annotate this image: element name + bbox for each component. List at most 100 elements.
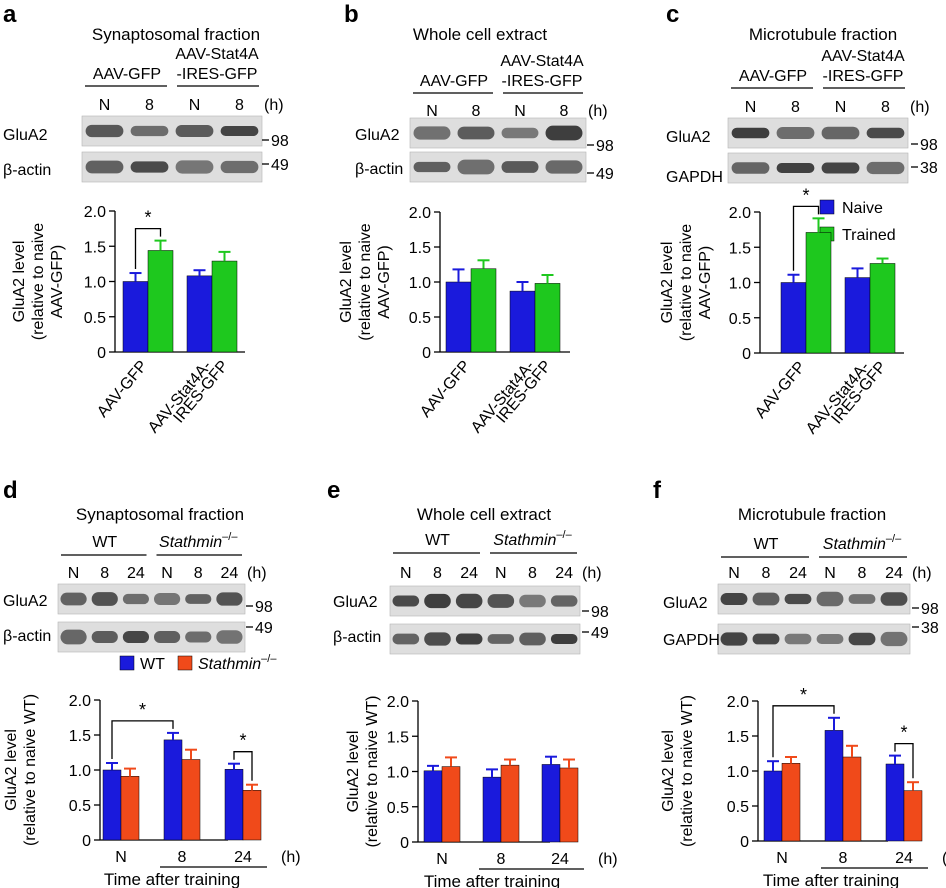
- group-label: -IRES-GFP: [177, 66, 258, 83]
- y-tick-label: 0: [742, 346, 751, 363]
- significance-bracket: *: [111, 700, 174, 759]
- protein-band: [816, 633, 844, 645]
- blot-background: [717, 583, 911, 615]
- x-tick-label: 24: [234, 849, 252, 866]
- mw-marker: 49: [591, 625, 609, 642]
- protein-band: [91, 592, 118, 606]
- y-tick-label: 0.5: [409, 310, 431, 327]
- lane-label: N: [161, 565, 173, 582]
- x-unit: (h): [281, 849, 301, 866]
- lane-label: N: [728, 565, 740, 582]
- panel-c: c Microtubule fraction AAV-GFP AAV-Stat4A -I…: [666, 1, 938, 244]
- y-tick-label: 1.0: [387, 765, 409, 782]
- chart-f: 0 0.5 1.0 1.5 2.0 GluA2 level (relative to nai…: [660, 685, 946, 888]
- bar: [441, 766, 461, 843]
- bar: [122, 281, 149, 353]
- group-label: AAV-Stat4A: [821, 48, 905, 65]
- y-axis-label: GluA2 level: [338, 241, 355, 323]
- lane-label: 8: [560, 103, 569, 120]
- mw-marker: 98: [596, 138, 614, 155]
- protein-band: [784, 593, 812, 605]
- blot-row-label: GluA2: [3, 593, 48, 610]
- protein-band: [185, 594, 212, 604]
- bar: [559, 767, 579, 843]
- lane-label: 24: [221, 565, 239, 582]
- protein-band: [848, 632, 876, 646]
- protein-band: [220, 125, 259, 137]
- group-label-superscript: –/–: [886, 533, 902, 545]
- unit-label: (h): [910, 99, 930, 116]
- legend-swatch: [177, 655, 193, 671]
- lane-label: 24: [127, 565, 145, 582]
- lane-label: N: [400, 565, 412, 582]
- y-axis-label: (relative to naive: [30, 223, 47, 340]
- bar: [903, 790, 923, 842]
- x-tick-label: 24: [551, 851, 569, 868]
- mw-marker: 98: [920, 137, 938, 154]
- blot-glua2: [389, 585, 581, 617]
- significance-star: *: [144, 208, 151, 228]
- y-tick-label: 1.5: [729, 240, 751, 257]
- mw-marker: 98: [921, 601, 939, 618]
- significance-star: *: [239, 731, 246, 751]
- group-label: Stathmin–/–: [493, 529, 572, 549]
- y-tick-label: 2.0: [84, 204, 106, 221]
- bar: [541, 764, 561, 843]
- y-axis-label: AAV-GFP): [49, 245, 66, 319]
- protein-band: [821, 162, 860, 174]
- group-label-text: Stathmin: [159, 534, 222, 551]
- lane-label: N: [99, 97, 111, 114]
- x-unit: (h): [598, 851, 618, 868]
- blot-glua2: [57, 583, 246, 615]
- protein-band: [122, 631, 150, 643]
- y-axis-label: GluA2 level: [11, 241, 28, 323]
- y-tick-label: 1.5: [727, 729, 749, 746]
- group-label: Stathmin–/–: [823, 533, 902, 553]
- bar: [445, 281, 472, 353]
- bar: [885, 763, 905, 842]
- blot-loading-control: [81, 151, 263, 183]
- protein-band: [153, 592, 181, 606]
- protein-band: [175, 160, 214, 174]
- bar: [500, 764, 520, 843]
- bracket-line: [233, 751, 253, 781]
- y-axis-label: AAV-GFP): [697, 246, 714, 320]
- blot-background: [57, 621, 246, 653]
- legend-label: Stathmin–/–: [198, 653, 277, 673]
- x-tick-label: 24: [895, 850, 913, 867]
- panel-a: a Synaptosomal fraction AAV-GFP AAV-Stat4A -…: [3, 1, 289, 183]
- lane-label: N: [426, 103, 438, 120]
- bracket-line: [772, 705, 835, 758]
- y-tick-label: 0: [97, 345, 106, 362]
- protein-band: [866, 161, 905, 175]
- protein-band: [880, 592, 908, 606]
- protein-band: [122, 593, 150, 605]
- y-tick-label: 1.5: [84, 239, 106, 256]
- bar: [242, 790, 262, 841]
- unit-label: (h): [588, 103, 608, 120]
- bar: [120, 776, 140, 841]
- blot-row-label: β-actin: [333, 629, 381, 646]
- protein-band: [550, 633, 578, 645]
- lane-label: 8: [433, 565, 442, 582]
- y-tick-label: 0: [82, 833, 91, 850]
- bar: [824, 730, 844, 842]
- lane-label: 8: [881, 99, 890, 116]
- bar: [780, 282, 807, 354]
- y-tick-label: 1.0: [409, 275, 431, 292]
- blot-row-label: β-actin: [3, 628, 51, 645]
- blot-row-label: GluA2: [333, 594, 378, 611]
- protein-band: [776, 162, 815, 174]
- bar: [423, 770, 443, 843]
- protein-band: [784, 633, 812, 645]
- group-label-text: Stathmin: [493, 532, 556, 549]
- protein-band: [776, 126, 815, 140]
- y-axis-label: AAV-GFP): [376, 245, 393, 319]
- protein-band: [175, 125, 214, 137]
- x-axis-title: Time after training: [763, 871, 899, 888]
- lane-label: N: [514, 103, 526, 120]
- x-tick-label: N: [776, 850, 788, 867]
- blot-glua2: [81, 115, 263, 147]
- group-label-superscript: –/–: [556, 529, 572, 541]
- lane-label: N: [495, 565, 507, 582]
